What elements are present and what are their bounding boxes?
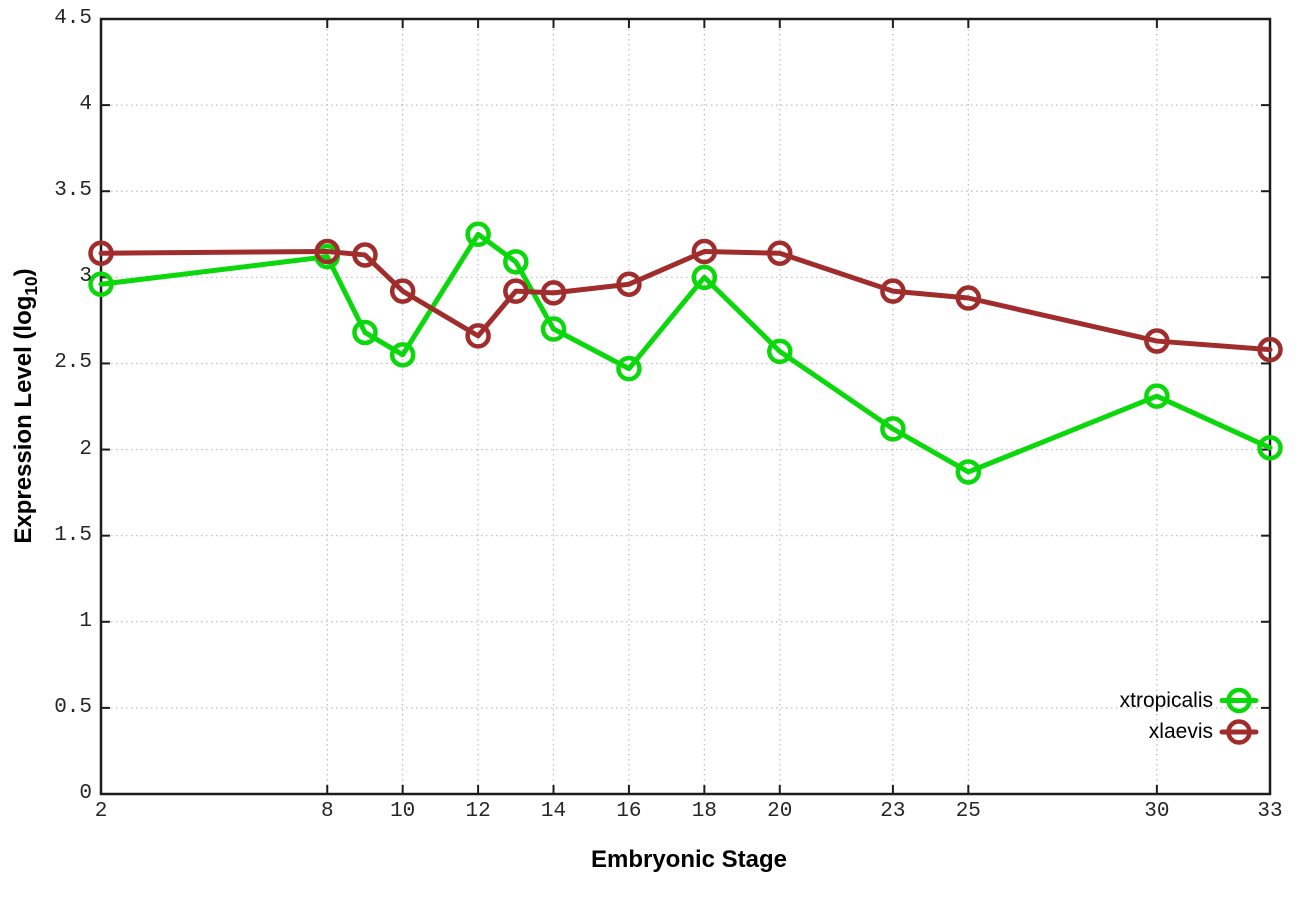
data-point-xtropicalis: [691, 264, 718, 291]
x-tick-label: 2: [94, 800, 108, 823]
x-tick-label: 12: [465, 800, 491, 823]
data-point-xtropicalis: [503, 249, 529, 275]
x-tick-label: 25: [955, 800, 981, 823]
data-point-xtropicalis: [1144, 383, 1170, 409]
data-point-xtropicalis: [880, 416, 906, 442]
x-tick-label: 18: [691, 800, 717, 823]
x-tick-label: 33: [1257, 800, 1283, 823]
data-point-xtropicalis: [465, 221, 491, 248]
data-point-xlaevis: [352, 242, 378, 268]
legend-label-xlaevis: xlaevis: [1148, 720, 1213, 743]
data-point-xlaevis: [955, 285, 982, 311]
y-axis-title-subscript: 10: [20, 276, 41, 296]
data-point-xtropicalis: [1257, 435, 1283, 461]
series-line-xtropicalis: [98, 231, 1273, 475]
y-axis-title-close: ): [10, 268, 38, 277]
y-tick-label: 4.5: [54, 7, 92, 30]
y-tick-label: 2: [79, 437, 92, 461]
x-tick-label: 14: [540, 800, 567, 823]
data-point-xlaevis: [1144, 328, 1170, 354]
y-tick-label: 0: [79, 782, 92, 805]
y-tick-label: 4: [79, 93, 92, 117]
legend-sample-marker-xtropicalis: [1226, 687, 1252, 714]
data-point-xlaevis: [540, 280, 567, 306]
data-point-xlaevis: [616, 271, 642, 297]
y-tick-label: 1: [79, 609, 92, 633]
plot-border: [99, 17, 1272, 796]
y-tick-label: 1.5: [54, 523, 92, 547]
data-point-xtropicalis: [616, 355, 642, 382]
legend-label-xtropicalis: xtropicalis: [1119, 688, 1213, 712]
data-point-xlaevis: [691, 238, 718, 265]
data-point-xlaevis: [1257, 336, 1283, 363]
y-tick-label: 0.5: [54, 695, 92, 719]
y-axis-title: Expression Level (log10): [10, 268, 42, 543]
y-tick-label: 3.5: [54, 179, 92, 203]
data-point-xlaevis: [465, 323, 491, 349]
x-tick-label: 23: [880, 800, 906, 823]
data-point-xtropicalis: [352, 319, 378, 346]
data-point-xtropicalis: [540, 316, 567, 342]
data-point-xtropicalis: [389, 342, 416, 368]
data-point-xtropicalis: [955, 459, 982, 485]
data-point-xtropicalis: [88, 271, 114, 297]
x-tick-label: 10: [390, 800, 416, 823]
data-point-xlaevis: [88, 240, 114, 266]
data-point-xlaevis: [314, 238, 341, 265]
y-axis-title-main: Expression Level (log: [10, 295, 38, 544]
legend-sample-marker-xlaevis: [1226, 719, 1252, 745]
x-tick-label: 20: [767, 800, 793, 823]
y-tick-label: 2.5: [54, 351, 92, 375]
data-point-xlaevis: [503, 278, 529, 304]
x-axis-title: Embryonic Stage: [590, 846, 788, 873]
x-tick-label: 30: [1144, 800, 1170, 823]
y-tick-label: 3: [79, 265, 92, 289]
data-point-xtropicalis: [767, 338, 793, 365]
x-tick-label: 16: [616, 800, 642, 823]
data-point-xlaevis: [767, 240, 793, 266]
x-tick-label: 8: [320, 800, 334, 823]
data-point-xlaevis: [389, 278, 416, 304]
data-point-xlaevis: [880, 278, 906, 304]
